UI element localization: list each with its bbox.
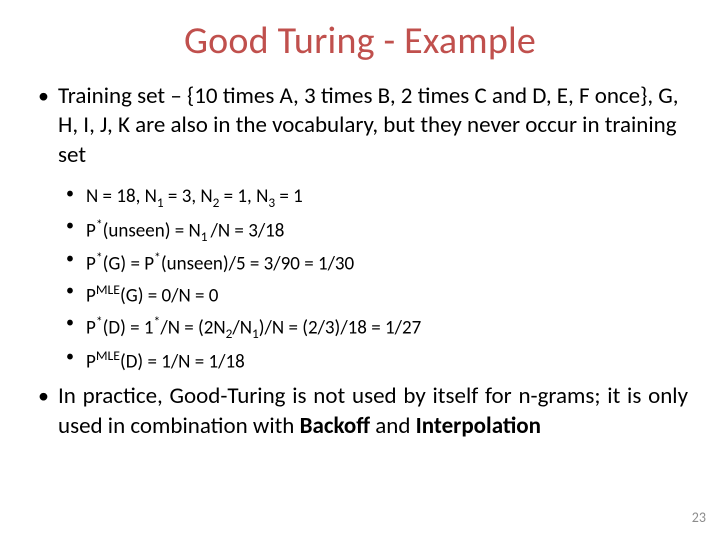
- t: /N = (2N: [160, 316, 225, 339]
- star: *: [154, 249, 161, 266]
- t: and: [370, 412, 416, 440]
- t: (G) = 0/N = 0: [120, 285, 218, 308]
- bullet-training-set: Training set – {10 times A, 3 times B, 2…: [32, 82, 688, 170]
- sub-p-g: P*(G) = P*(unseen)/5 = 3/90 = 1/30: [32, 247, 688, 279]
- t: P: [86, 253, 96, 276]
- sub-pmle-d: PMLE(D) = 1/N = 1/18: [32, 345, 688, 377]
- t: (D) = 1/N = 1/18: [120, 350, 245, 373]
- t: = 3, N: [164, 185, 213, 208]
- t: P: [86, 350, 96, 373]
- slide: Good Turing - Example Training set – {10…: [0, 0, 720, 540]
- star: *: [96, 249, 103, 266]
- sub-p-unseen: P*(unseen) = N1 /N = 3/18: [32, 214, 688, 248]
- sup-mle: MLE: [96, 281, 120, 298]
- sub: 1: [252, 325, 259, 342]
- sub-p-d: P*(D) = 1*/N = (2N2/N1)/N = (2/3)/18 = 1…: [32, 311, 688, 345]
- t: N = 18, N: [86, 185, 157, 208]
- t: = 1, N: [219, 185, 268, 208]
- sub-bullet-list: N = 18, N1 = 3, N2 = 1, N3 = 1 P*(unseen…: [32, 182, 688, 376]
- t: P: [86, 219, 96, 242]
- t: (D) = 1: [103, 316, 154, 339]
- bullet-in-practice: In practice, Good-Turing is not used by …: [32, 382, 688, 441]
- sub-n-counts: N = 18, N1 = 3, N2 = 1, N3 = 1: [32, 182, 688, 213]
- star: *: [96, 313, 103, 330]
- bold-interpolation: Interpolation: [416, 412, 541, 440]
- t: )/N = (2/3)/18 = 1/27: [259, 316, 421, 339]
- star: *: [96, 216, 103, 233]
- slide-title: Good Turing - Example: [32, 18, 688, 64]
- t: = 1: [275, 185, 303, 208]
- sub-pmle-g: PMLE(G) = 0/N = 0: [32, 279, 688, 311]
- t: (unseen)/5 = 3/90 = 1/30: [161, 253, 354, 276]
- page-number: 23: [692, 509, 706, 526]
- sup-mle: MLE: [96, 347, 120, 364]
- t: /N = 3/18: [211, 219, 285, 242]
- bold-backoff: Backoff: [300, 412, 370, 440]
- t: (G) = P: [103, 253, 154, 276]
- t: P: [86, 285, 96, 308]
- bullet-formulas-wrapper: N = 18, N1 = 3, N2 = 1, N3 = 1 P*(unseen…: [32, 182, 688, 376]
- t: (unseen) = N: [103, 219, 201, 242]
- t: P: [86, 316, 96, 339]
- sub: 1: [157, 194, 164, 211]
- sub: 1: [201, 228, 211, 245]
- top-bullet-list: Training set – {10 times A, 3 times B, 2…: [32, 82, 688, 441]
- t: /N: [232, 316, 252, 339]
